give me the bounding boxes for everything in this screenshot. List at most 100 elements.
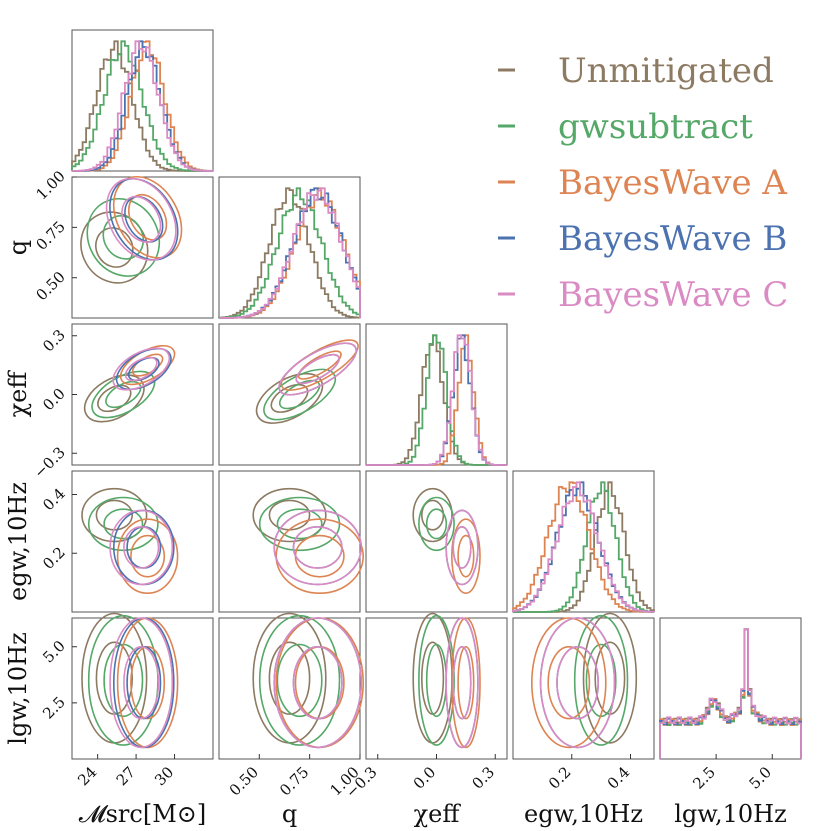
contour-e_gw-chi_eff-gwsubtract-1: [418, 496, 455, 552]
legend-label-1: gwsubtract: [558, 107, 753, 147]
contour-l_gw-e_gw-bayeswave-c-1: [539, 617, 616, 749]
contour-e_gw-mchirp-bayeswave-b-1: [113, 509, 175, 586]
xticklabel-mchirp-0: 24: [74, 763, 100, 789]
contour-e_gw-chi_eff-bayeswave-a-1: [450, 518, 481, 595]
legend-label-0: Unmitigated: [558, 51, 774, 91]
contour-e_gw-mchirp-bayeswave-c-0: [123, 526, 160, 569]
xticklabel-q-0: 0.50: [226, 763, 262, 799]
xticklabel-e_gw-0: 0.2: [545, 763, 575, 793]
contour-q-mchirp-bayeswave-b-0: [124, 195, 164, 243]
contour-l_gw-chi_eff-unmitigated-0: [421, 641, 445, 715]
contour-l_gw-chi_eff-bayeswave-c-0: [452, 645, 472, 720]
hist-q-bayeswave-c: [219, 187, 361, 319]
contour-e_gw-q-bayeswave-a-1: [275, 518, 365, 595]
ylabel-chi_eff: χeff: [4, 370, 32, 418]
hist-l_gw-bayeswave-b: [659, 628, 802, 759]
contour-chi_eff-q-gwsubtract-0: [278, 379, 321, 410]
xlabel-chi_eff: χeff: [414, 800, 462, 828]
hist-chi_eff-bayeswave-c: [366, 334, 507, 466]
contour-l_gw-q-gwsubtract-0: [276, 643, 323, 718]
yticklabel-e_gw-1: 0.4: [39, 485, 69, 515]
contour-chi_eff-mchirp-bayeswave-c-1: [112, 347, 171, 391]
contour-l_gw-q-bayeswave-a-0: [294, 645, 345, 720]
contour-e_gw-q-unmitigated-1: [252, 487, 327, 543]
contour-l_gw-chi_eff-bayeswave-a-0: [457, 645, 475, 720]
hist-chi_eff-gwsubtract: [366, 334, 507, 466]
contour-l_gw-chi_eff-gwsubtract-1: [418, 614, 455, 746]
contour-q-mchirp-gwsubtract-0: [102, 215, 145, 260]
hist-l_gw-bayeswave-a: [659, 628, 802, 759]
contour-e_gw-mchirp-bayeswave-a-0: [130, 534, 166, 578]
contour-chi_eff-q-bayeswave-a-0: [297, 350, 342, 380]
xticklabel-e_gw-1: 0.4: [604, 763, 634, 793]
xticklabel-chi_eff-1: 0.0: [410, 763, 440, 793]
legend-label-4: BayesWave C: [558, 275, 788, 315]
yticklabel-q-1: 0.75: [32, 217, 68, 253]
contour-l_gw-q-unmitigated-0: [268, 641, 311, 715]
yticklabel-l_gw-0: 2.5: [39, 693, 69, 723]
panel-mchirp-mchirp: [71, 29, 214, 172]
contour-l_gw-q-bayeswave-c-1: [273, 617, 363, 749]
contour-e_gw-q-bayeswave-a-0: [294, 534, 345, 578]
hist-chi_eff-unmitigated: [366, 334, 507, 466]
legend-label-3: BayesWave B: [558, 219, 787, 259]
contour-e_gw-q-bayeswave-c-1: [273, 509, 363, 586]
panel-chi_eff-q: [218, 323, 361, 466]
ylabel-l_gw: lgw,10Hz: [4, 632, 32, 744]
ylabel-q: q: [4, 240, 32, 255]
hist-chi_eff-bayeswave-a: [366, 334, 507, 466]
yticklabel-e_gw-0: 0.2: [39, 543, 69, 573]
panel-e_gw-mchirp: [71, 470, 214, 613]
xlabel-mchirp: 𝓜src[M⊙]: [79, 800, 207, 828]
contour-l_gw-mchirp-bayeswave-c-1: [109, 617, 174, 749]
contour-chi_eff-q-bayeswave-c-1: [278, 342, 358, 396]
contour-l_gw-chi_eff-bayeswave-c-1: [445, 617, 479, 749]
hist-e_gw-bayeswave-a: [512, 481, 654, 613]
yticklabel-chi_eff-2: 0.3: [39, 326, 69, 356]
contour-e_gw-q-gwsubtract-0: [276, 508, 323, 540]
hist-q-unmitigated: [218, 187, 361, 319]
contour-e_gw-mchirp-gwsubtract-0: [103, 508, 144, 540]
xlabel-e_gw: egw,10Hz: [524, 800, 643, 828]
yticklabel-q-0: 0.50: [32, 268, 68, 304]
contour-q-mchirp-gwsubtract-1: [86, 197, 161, 277]
hist-chi_eff-bayeswave-b: [366, 334, 507, 466]
panel-l_gw-chi_eff: [365, 617, 508, 760]
contour-e_gw-chi_eff-unmitigated-1: [412, 487, 453, 543]
xticklabel-mchirp-2: 30: [151, 763, 177, 789]
contour-e_gw-q-unmitigated-0: [268, 499, 311, 531]
yticklabel-chi_eff-0: −0.3: [30, 443, 68, 481]
panel-e_gw-chi_eff: [365, 470, 508, 613]
contour-l_gw-chi_eff-bayeswave-a-1: [450, 617, 481, 749]
contour-chi_eff-mchirp-bayeswave-b-1: [115, 347, 172, 391]
contour-l_gw-e_gw-unmitigated-1: [582, 612, 638, 744]
contour-l_gw-mchirp-bayeswave-c-0: [123, 645, 160, 720]
hist-mchirp-bayeswave-c: [71, 40, 213, 172]
panel-l_gw-l_gw: [659, 617, 802, 760]
contour-e_gw-chi_eff-gwsubtract-0: [425, 508, 448, 540]
hist-l_gw-bayeswave-c: [659, 628, 802, 759]
hist-mchirp-unmitigated: [71, 40, 213, 172]
legend-label-2: BayesWave A: [558, 163, 787, 203]
contour-e_gw-chi_eff-bayeswave-a-0: [457, 534, 475, 578]
ylabel-e_gw: egw,10Hz: [4, 482, 32, 601]
contour-e_gw-chi_eff-bayeswave-c-0: [452, 526, 472, 569]
contour-chi_eff-mchirp-bayeswave-b-0: [127, 356, 160, 382]
contour-e_gw-mchirp-bayeswave-c-1: [109, 509, 174, 586]
contour-q-mchirp-bayeswave-c-1: [105, 177, 177, 261]
contour-chi_eff-q-gwsubtract-1: [263, 368, 337, 421]
contour-chi_eff-q-bayeswave-c-0: [295, 353, 340, 385]
contour-chi_eff-mchirp-bayeswave-c-0: [124, 356, 158, 382]
xticklabel-l_gw-0: 2.5: [689, 763, 719, 793]
xticklabel-l_gw-1: 5.0: [745, 763, 775, 793]
hist-mchirp-bayeswave-a: [72, 40, 214, 172]
xlabel-q: q: [282, 800, 297, 828]
contour-l_gw-q-gwsubtract-1: [258, 614, 341, 746]
contour-l_gw-q-bayeswave-c-0: [292, 645, 343, 720]
hist-l_gw-gwsubtract: [659, 628, 802, 759]
contour-e_gw-chi_eff-bayeswave-c-1: [445, 509, 479, 586]
contour-l_gw-e_gw-bayeswave-c-0: [556, 645, 600, 720]
xticklabel-q-1: 0.75: [276, 763, 312, 799]
contour-e_gw-chi_eff-unmitigated-0: [421, 499, 445, 531]
